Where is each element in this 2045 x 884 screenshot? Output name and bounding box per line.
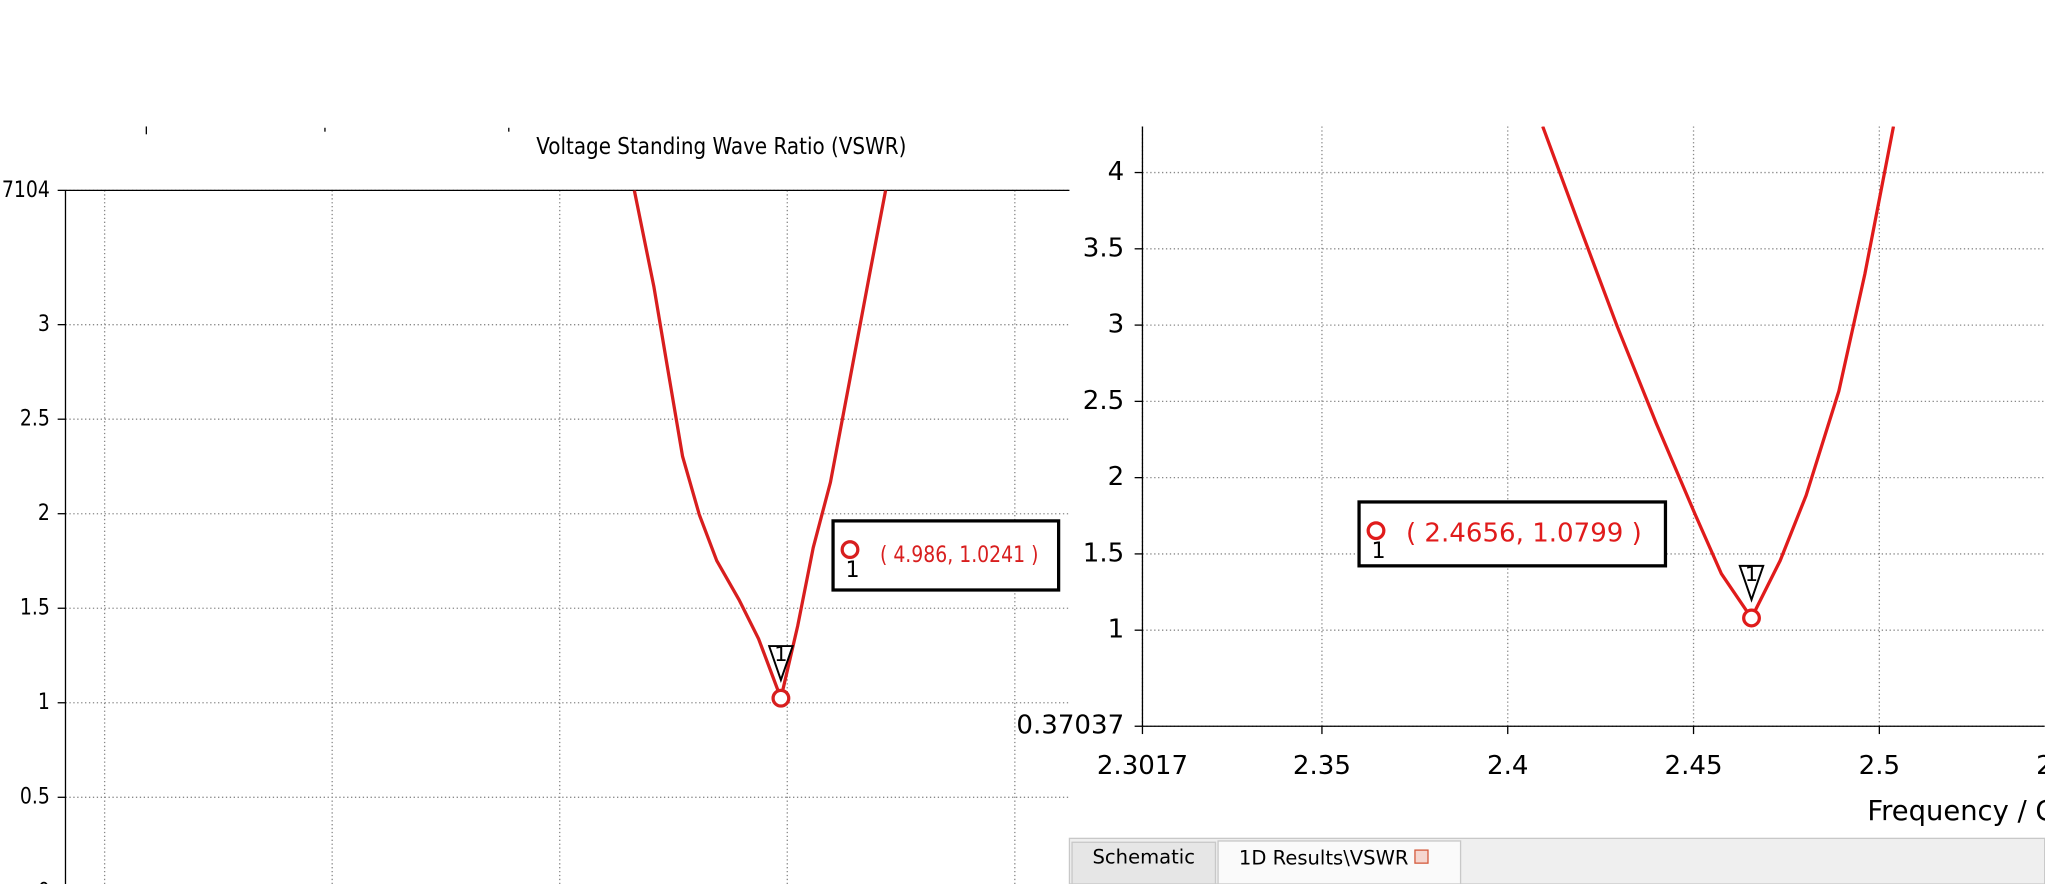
x-axis-label: Frequency / GHz <box>1867 796 2045 827</box>
marker-box <box>1357 500 1668 568</box>
vswr-curve <box>1541 126 1896 622</box>
y-tick-label: 1.5 <box>20 594 50 620</box>
y-tick-label: 2 <box>1108 462 1125 492</box>
tick-decor <box>145 126 510 135</box>
x-tick-label: 2.4 <box>1487 751 1528 781</box>
y-tick-label: 3.5 <box>1083 233 1124 263</box>
y-tick-label: 0 <box>38 878 50 884</box>
y-tick-label: 0.5 <box>20 783 50 809</box>
marker-point <box>771 688 791 708</box>
y-tick-label: 0.37037 <box>1016 711 1124 741</box>
vswr-curve <box>632 190 888 704</box>
marker-box-label: 1 <box>846 557 860 583</box>
y-tick-label: 2.5 <box>1083 386 1124 416</box>
x-tick-label: 2.45 <box>1665 751 1723 781</box>
plot <box>632 190 888 704</box>
marker-box-icon <box>1366 521 1386 541</box>
x-tick-label: 2.3017 <box>1097 751 1188 781</box>
tab[interactable] <box>1071 841 1217 884</box>
marker-box-text: ( 2.4656, 1.0799 ) <box>1406 518 1642 548</box>
marker-point <box>1742 608 1761 628</box>
marker-label: 1 <box>774 642 787 666</box>
marker-box <box>831 519 1061 592</box>
y-tick-label: 1 <box>1108 615 1125 645</box>
marker-box-label: 1 <box>1372 538 1386 564</box>
y-tick-label: 1.5 <box>1083 538 1124 568</box>
marker-triangle <box>767 645 795 683</box>
x-tick-label: 2.5 <box>1859 751 1900 781</box>
tab-label[interactable]: 1D Results\VSWR <box>1239 847 1409 870</box>
marker-box-text: ( 4.986, 1.0241 ) <box>880 541 1038 567</box>
plot <box>1541 126 1896 622</box>
marker-box-icon <box>840 540 860 560</box>
y-tick-label: 4 <box>1108 157 1125 187</box>
x-tick-label: 2.55 <box>2036 751 2045 781</box>
y-tick-label: 2 <box>38 500 50 526</box>
marker-triangle <box>1738 564 1765 603</box>
chart-title: Voltage Standing Wave Ratio (VSWR) <box>536 133 906 160</box>
y-tick-label: 3 <box>38 311 50 337</box>
y-tick-label: 3.7104 <box>0 176 50 202</box>
marker-label: 1 <box>1745 562 1758 586</box>
y-tick-label: 1 <box>38 689 50 715</box>
x-tick-label: 2.35 <box>1293 751 1351 781</box>
y-tick-label: 2.5 <box>20 405 50 431</box>
y-tick-label: 3 <box>1108 310 1125 340</box>
close-icon[interactable] <box>1414 849 1429 864</box>
tab-label[interactable]: Schematic <box>1093 845 1195 868</box>
